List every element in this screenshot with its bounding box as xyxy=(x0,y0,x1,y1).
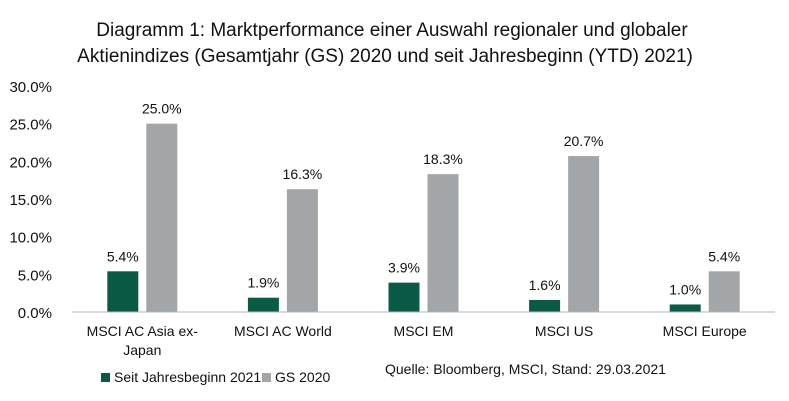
data-label-gs-2020: 25.0% xyxy=(142,101,182,117)
bar-gs-2020 xyxy=(568,156,600,312)
legend-swatch-gs-2020 xyxy=(262,373,271,382)
y-axis: 0.0% 5.0% 10.0% 15.0% 20.0% 25.0% 30.0% xyxy=(9,79,52,322)
y-tick-label: 25.0% xyxy=(9,117,52,134)
data-labels: 5.4% 25.0% 1.9% 16.3% 3.9% 18.3% 1.6% 20.7% 1.0%… xyxy=(107,101,740,298)
bar-gs-2020 xyxy=(286,189,318,312)
data-label-gs-2020: 16.3% xyxy=(283,166,323,182)
source-note: Quelle: Bloomberg, MSCI, Stand: 29.03.20… xyxy=(385,361,666,377)
data-label-ytd-2021: 3.9% xyxy=(388,260,420,276)
bar-ytd-2021 xyxy=(529,299,561,312)
x-category-label: MSCI EM xyxy=(394,323,454,339)
x-category-label: MSCI US xyxy=(535,323,593,339)
legend-swatch-ytd-2021 xyxy=(101,373,110,382)
x-axis: MSCI AC Asia ex- Japan MSCI AC World MSCI E… xyxy=(72,311,775,358)
bar-ytd-2021 xyxy=(388,282,420,312)
bar-gs-2020 xyxy=(708,271,740,312)
y-tick-label: 10.0% xyxy=(9,230,52,247)
legend-label-gs-2020: GS 2020 xyxy=(275,369,330,385)
legend: Seit Jahresbeginn 2021 GS 2020 xyxy=(101,369,330,385)
y-tick-label: 30.0% xyxy=(9,79,52,96)
data-label-gs-2020: 18.3% xyxy=(423,151,463,167)
bar-ytd-2021 xyxy=(107,271,139,312)
bar-ytd-2021 xyxy=(669,304,701,312)
bar-gs-2020 xyxy=(427,174,459,312)
y-tick-label: 15.0% xyxy=(9,192,52,209)
x-category-label: MSCI AC World xyxy=(234,323,332,339)
x-category-label: MSCI AC Asia ex- xyxy=(87,323,199,339)
data-label-ytd-2021: 5.4% xyxy=(107,248,139,264)
chart-title: Diagramm 1: Marktperformance einer Auswa… xyxy=(96,20,688,41)
legend-label-ytd-2021: Seit Jahresbeginn 2021 xyxy=(114,369,261,385)
bars xyxy=(107,123,740,313)
y-tick-label: 0.0% xyxy=(18,305,52,322)
chart-subtitle: Aktienindizes (Gesamtjahr (GS) 2020 und … xyxy=(77,46,693,67)
x-category-label: Japan xyxy=(123,342,161,358)
data-label-gs-2020: 5.4% xyxy=(708,248,740,264)
data-label-gs-2020: 20.7% xyxy=(564,133,604,149)
y-tick-label: 5.0% xyxy=(18,267,52,284)
bar-ytd-2021 xyxy=(247,297,279,312)
bar-gs-2020 xyxy=(146,123,178,313)
y-tick-label: 20.0% xyxy=(9,154,52,171)
data-label-ytd-2021: 1.6% xyxy=(529,277,561,293)
data-label-ytd-2021: 1.0% xyxy=(669,281,701,297)
x-category-label: MSCI Europe xyxy=(663,323,747,339)
data-label-ytd-2021: 1.9% xyxy=(247,275,279,291)
